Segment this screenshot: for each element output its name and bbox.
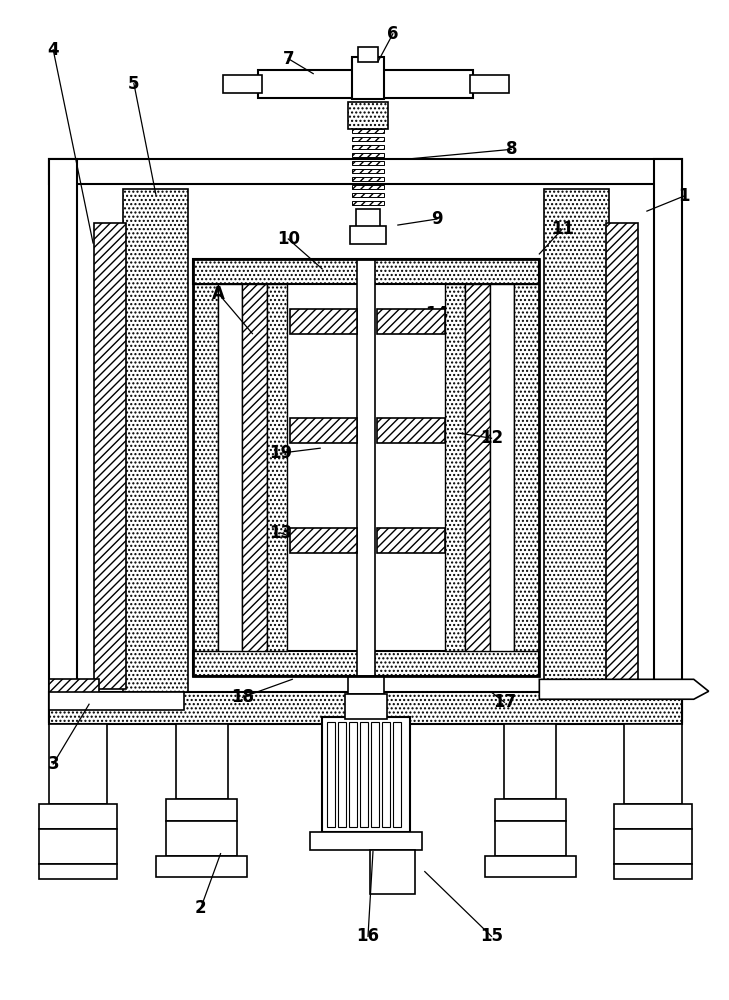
Bar [348,676,384,694]
Text: 16: 16 [356,927,380,945]
Bar [370,850,415,894]
Bar [39,804,117,829]
Bar [338,722,346,827]
Bar [504,724,556,799]
Bar [352,177,384,181]
Bar [377,309,445,334]
Text: 15: 15 [480,927,503,945]
Bar [49,159,77,722]
Bar [349,722,357,827]
Text: 13: 13 [269,524,292,542]
Bar [352,193,384,197]
Polygon shape [539,679,709,699]
Bar [94,223,126,689]
Bar [49,724,107,804]
Polygon shape [156,856,247,877]
Bar [352,145,384,149]
Text: 19: 19 [269,444,292,462]
Bar [345,694,387,719]
Bar [176,724,227,799]
Text: 11: 11 [550,220,574,238]
Bar [624,724,682,804]
Bar [49,692,682,724]
Bar [268,284,287,651]
Bar [352,129,384,133]
Bar [614,804,692,829]
Text: 10: 10 [277,230,300,248]
Bar [192,259,539,676]
Bar [352,161,384,165]
Bar [348,102,388,129]
Bar [49,692,184,710]
Bar [360,722,368,827]
Text: 14: 14 [425,305,448,323]
Bar [352,185,384,189]
Bar [352,153,384,157]
Bar [357,259,375,676]
Bar [377,418,445,443]
Bar [49,679,99,707]
Text: 12: 12 [480,429,503,447]
Bar [494,821,566,856]
Bar [217,284,243,651]
Text: 8: 8 [506,140,517,158]
Bar [350,226,386,244]
Bar [290,528,357,553]
Bar [358,47,378,62]
Bar [165,799,238,821]
Bar [192,284,217,651]
Bar [606,223,638,689]
Polygon shape [614,864,692,879]
Text: A: A [212,285,225,303]
Polygon shape [485,856,576,877]
Bar [352,169,384,173]
Bar [352,201,384,205]
Text: 5: 5 [128,75,140,93]
Bar [311,832,422,850]
Bar [614,829,692,864]
Bar [356,209,380,229]
Text: 6: 6 [387,25,399,43]
Text: 2: 2 [195,899,206,917]
Bar [192,259,539,284]
Text: 17: 17 [493,693,516,711]
Bar [445,284,464,651]
Bar [192,651,539,676]
Bar [327,722,335,827]
Polygon shape [39,864,117,879]
Bar [469,75,510,93]
Bar [165,821,238,856]
Text: 4: 4 [47,41,59,59]
Bar [545,189,609,692]
Text: 3: 3 [47,755,59,773]
Bar [464,284,489,651]
Bar [222,75,262,93]
Bar [654,159,682,722]
Bar [322,717,410,832]
Text: 18: 18 [231,688,254,706]
Bar [49,159,682,184]
Bar [377,528,445,553]
Text: 1: 1 [678,187,690,205]
Bar [489,284,515,651]
Bar [515,284,539,651]
Bar [382,722,390,827]
Bar [352,57,384,99]
Bar [393,722,401,827]
Bar [123,189,187,692]
Bar [290,309,357,334]
Bar [290,418,357,443]
Bar [352,137,384,141]
Text: 9: 9 [431,210,443,228]
Bar [494,799,566,821]
Bar [371,722,379,827]
Text: 7: 7 [282,50,294,68]
Bar [39,829,117,864]
Bar [243,284,268,651]
Bar [258,70,472,98]
